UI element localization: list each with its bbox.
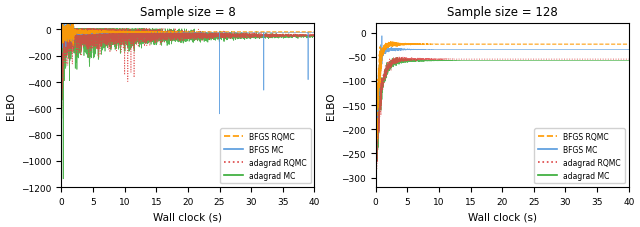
Y-axis label: ELBO: ELBO bbox=[6, 92, 15, 119]
Title: Sample size = 128: Sample size = 128 bbox=[447, 5, 557, 18]
Legend: BFGS RQMC, BFGS MC, adagrad RQMC, adagrad MC: BFGS RQMC, BFGS MC, adagrad RQMC, adagra… bbox=[220, 129, 310, 184]
X-axis label: Wall clock (s): Wall clock (s) bbox=[468, 212, 537, 222]
X-axis label: Wall clock (s): Wall clock (s) bbox=[154, 212, 222, 222]
Y-axis label: ELBO: ELBO bbox=[326, 92, 335, 119]
Legend: BFGS RQMC, BFGS MC, adagrad RQMC, adagrad MC: BFGS RQMC, BFGS MC, adagrad RQMC, adagra… bbox=[534, 129, 625, 184]
Title: Sample size = 8: Sample size = 8 bbox=[140, 5, 236, 18]
